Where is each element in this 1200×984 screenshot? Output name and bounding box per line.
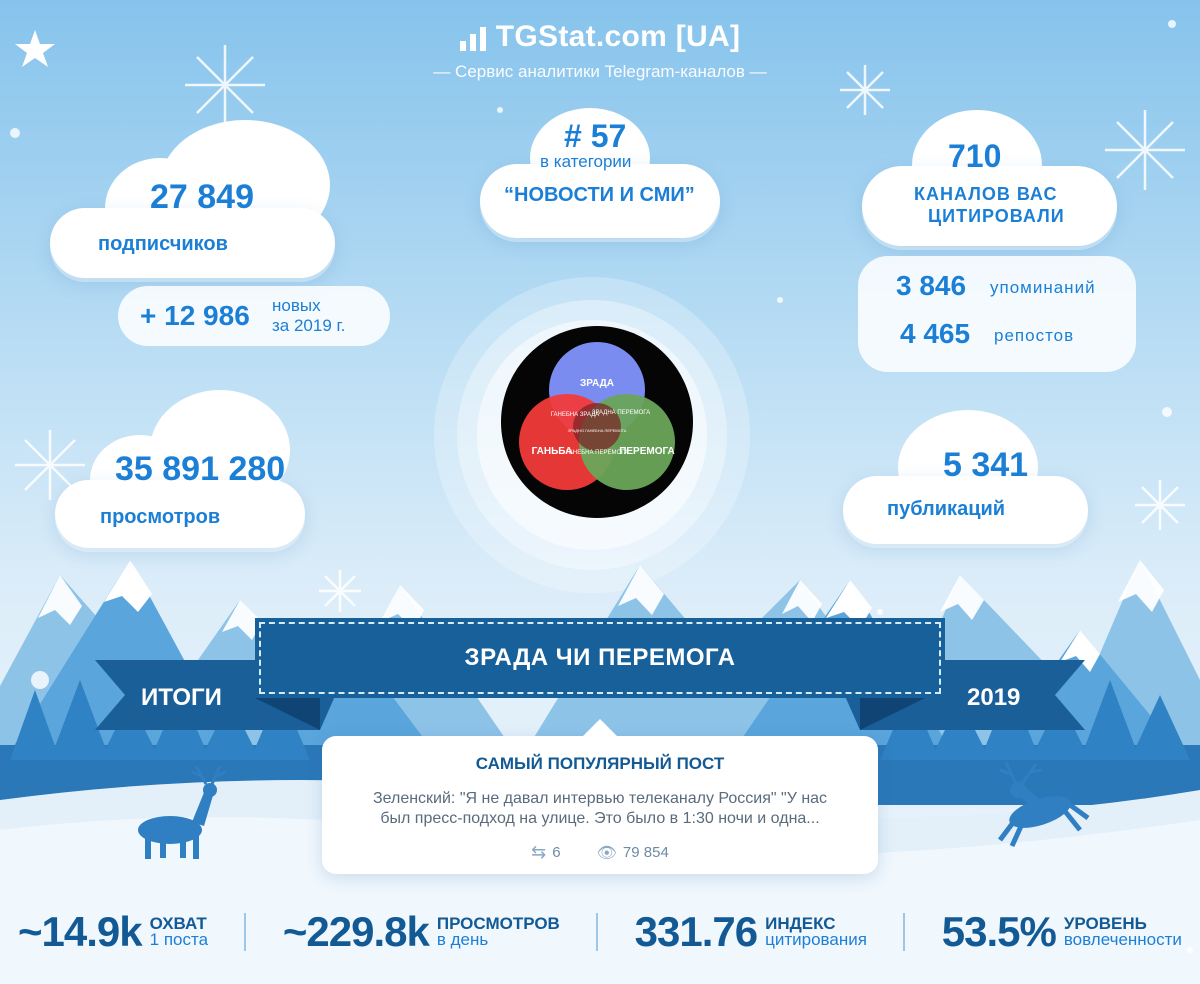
- stat-citation-index-line2: цитирования: [765, 930, 867, 949]
- stat-daily-views-value: ~229.8k: [282, 908, 430, 955]
- new-subscribers-label-1: новых: [272, 296, 321, 315]
- venn-center-text: ЗРАДНО ГАНЕБНА ПЕРЕМОГА: [568, 428, 627, 433]
- views-value: 35 891 280: [115, 450, 286, 488]
- stat-daily-views: ~229.8k ПРОСМОТРОВ в день: [283, 908, 560, 956]
- popular-post-text-1: Зеленский: "Я не давал интервью телекана…: [372, 790, 828, 807]
- post-reposts: ⇆ 6: [531, 842, 560, 863]
- reposts-label: репостов: [994, 326, 1075, 345]
- venn-label-center: ЗРАДНО ГАНЕБНА ПЕРЕМОГА: [568, 428, 627, 433]
- stat-reach-line2: 1 поста: [149, 930, 209, 949]
- stat-daily-views-line1: ПРОСМОТРОВ: [436, 914, 560, 933]
- popular-post-card[interactable]: САМЫЙ ПОПУЛЯРНЫЙ ПОСТ Зеленский: "Я не д…: [322, 719, 878, 874]
- repost-icon: ⇆: [531, 842, 547, 862]
- stat-daily-views-label: ПРОСМОТРОВ в день: [436, 914, 560, 949]
- stat-reach-line1: ОХВАТ: [149, 914, 207, 933]
- divider: [244, 913, 247, 951]
- site-title: TGStat.com [UA]: [495, 20, 741, 53]
- banner: ЗРАДА ЧИ ПЕРЕМОГА ИТОГИ 2019: [95, 618, 1085, 738]
- stat-citation-index-line1: ИНДЕКС: [765, 914, 836, 933]
- rank-line1: в категории: [540, 152, 632, 171]
- cited-line2: ЦИТИРОВАЛИ: [928, 206, 1065, 226]
- popular-post-text-2: был пресс-подход на улице. Это было в 1:…: [380, 810, 820, 827]
- new-subscribers-label-2: за 2019 г.: [272, 316, 346, 335]
- new-subscribers-value: + 12 986: [140, 300, 250, 331]
- publications-cloud: 5 341 публикаций: [843, 410, 1088, 545]
- new-subscribers: + 12 986 новых за 2019 г.: [118, 286, 390, 346]
- venn-bc-text: ГАНЕБНА ПЕРЕМОГА: [566, 450, 628, 456]
- venn-label-c: ПЕРЕМОГА: [619, 446, 675, 457]
- popular-post-heading: САМЫЙ ПОПУЛЯРНЫЙ ПОСТ: [475, 754, 725, 773]
- divider: [903, 913, 906, 951]
- mentions-value: 3 846: [896, 270, 967, 301]
- reposts-value: 4 465: [900, 318, 971, 349]
- venn-label-a: ЗРАДА: [580, 378, 614, 389]
- bottom-stats: ~14.9k ОХВАТ 1 поста ~229.8k ПРОСМОТРОВ в …: [0, 902, 1200, 962]
- venn-diagram: ЗРАДА ГАНЬБА ПЕРЕМОГА ГАНЕБНА ЗРАДА ЗРАД…: [501, 326, 693, 518]
- subscribers-label: подписчиков: [98, 233, 228, 255]
- publications-value: 5 341: [943, 446, 1029, 484]
- snowflake-icon: [15, 45, 1185, 612]
- stat-reach-label: ОХВАТ 1 поста: [149, 914, 209, 949]
- venn-ac-text: ЗРАДНА ПЕРЕМОГА: [592, 410, 650, 416]
- banner-right: 2019: [967, 684, 1021, 711]
- mentions-label: упоминаний: [990, 278, 1096, 297]
- cited-value: 710: [948, 138, 1002, 174]
- stat-daily-views-line2: в день: [436, 930, 489, 949]
- mentions-reposts: 3 846 упоминаний 4 465 репостов: [858, 256, 1136, 372]
- stat-citation-index-value: 331.76: [634, 908, 758, 955]
- subscribers-cloud: 27 849 подписчиков: [50, 120, 335, 280]
- stat-engagement-value: 53.5%: [941, 908, 1057, 955]
- site-subtitle: — Сервис аналитики Telegram-каналов —: [433, 62, 767, 81]
- banner-title: ЗРАДА ЧИ ПЕРЕМОГА: [255, 618, 945, 698]
- deer-icon: [138, 765, 227, 859]
- venn-label-bc: ГАНЕБНА ПЕРЕМОГА: [566, 450, 628, 456]
- divider: [596, 913, 599, 951]
- header: TGStat.com [UA] — Сервис аналитики Teleg…: [0, 20, 1200, 82]
- star-icon: [15, 30, 55, 67]
- chart-logo-icon: [459, 23, 486, 51]
- post-reposts-count: 6: [552, 844, 561, 861]
- post-views: 👁 79 854: [597, 842, 669, 863]
- rank-category: “НОВОСТИ И СМИ”: [504, 184, 695, 206]
- cited-line1: КАНАЛОВ ВАС: [914, 184, 1058, 204]
- deer-icon: [998, 761, 1090, 848]
- post-views-count: 79 854: [622, 844, 669, 861]
- popular-post-meta: ⇆ 6 👁 79 854: [322, 842, 878, 863]
- venn-ab-text: ГАНЕБНА ЗРАДА: [551, 412, 600, 418]
- views-label: просмотров: [100, 506, 221, 528]
- cited-cloud: 710 КАНАЛОВ ВАС ЦИТИРОВАЛИ: [862, 110, 1117, 246]
- rank-value: # 57: [564, 118, 627, 154]
- stat-citation-index: 331.76 ИНДЕКС цитирования: [635, 908, 867, 956]
- views-cloud: 35 891 280 просмотров: [55, 390, 305, 550]
- stat-engagement-line1: УРОВЕНЬ: [1063, 914, 1147, 933]
- stat-engagement-label: УРОВЕНЬ вовлеченности: [1063, 914, 1182, 949]
- venn-label-b: ГАНЬБА: [532, 446, 573, 457]
- banner-left: ИТОГИ: [141, 684, 222, 711]
- logo[interactable]: TGStat.com [UA]: [0, 20, 1200, 54]
- stat-citation-index-label: ИНДЕКС цитирования: [765, 914, 867, 949]
- stat-reach-value: ~14.9k: [18, 908, 143, 955]
- stat-engagement: 53.5% УРОВЕНЬ вовлеченности: [942, 908, 1182, 956]
- stat-engagement-line2: вовлеченности: [1063, 930, 1182, 949]
- eye-icon: 👁: [596, 844, 617, 862]
- stat-reach: ~14.9k ОХВАТ 1 поста: [18, 908, 208, 956]
- venn-label-ac: ЗРАДНА ПЕРЕМОГА: [592, 410, 650, 416]
- venn-label-ab: ГАНЕБНА ЗРАДА: [551, 412, 600, 418]
- publications-label: публикаций: [887, 498, 1006, 520]
- rank-cloud: # 57 в категории “НОВОСТИ И СМИ”: [480, 100, 720, 240]
- subscribers-value: 27 849: [150, 178, 254, 216]
